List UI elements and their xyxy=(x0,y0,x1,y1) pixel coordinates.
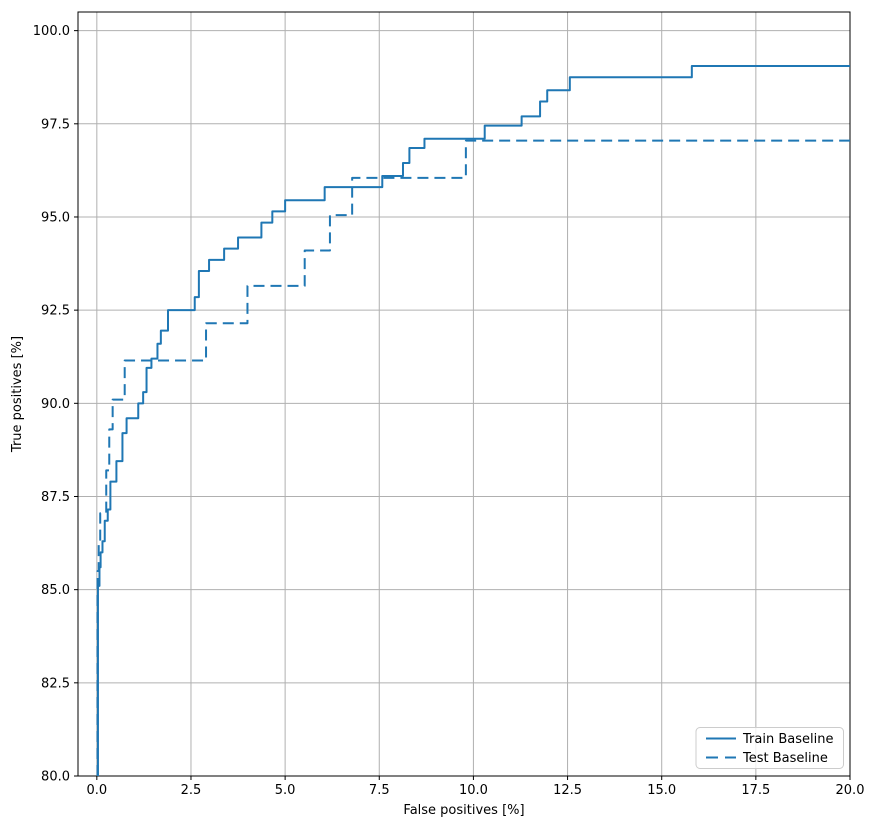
test-baseline-line xyxy=(96,139,850,776)
x-tick-label: 12.5 xyxy=(553,783,582,798)
tick-marks xyxy=(74,30,851,780)
x-tick-label: 5.0 xyxy=(275,783,296,798)
y-tick-label: 100.0 xyxy=(33,24,70,39)
x-tick-labels: 0.0 2.5 5.0 7.5 10.0 12.5 15.0 17.5 20.0 xyxy=(86,783,864,798)
x-tick-label: 2.5 xyxy=(181,783,202,798)
plot-border xyxy=(77,11,851,777)
legend: Train Baseline Test Baseline xyxy=(695,727,844,769)
y-tick-label: 80.0 xyxy=(41,770,70,785)
y-tick-label: 90.0 xyxy=(41,397,70,412)
x-axis-label: False positives [%] xyxy=(403,803,524,818)
y-tick-label: 85.0 xyxy=(41,583,70,598)
legend-label-test: Test Baseline xyxy=(742,751,828,766)
x-tick-label: 10.0 xyxy=(459,783,488,798)
series-group xyxy=(96,65,850,776)
y-tick-label: 82.5 xyxy=(41,676,70,691)
grid xyxy=(78,12,851,777)
y-tick-labels: 80.0 82.5 85.0 87.5 90.0 92.5 95.0 97.5 100.0 xyxy=(33,24,70,784)
y-tick-label: 92.5 xyxy=(41,304,70,319)
y-axis-label: True positives [%] xyxy=(10,336,25,453)
x-tick-label: 20.0 xyxy=(836,783,865,798)
x-tick-label: 15.0 xyxy=(647,783,676,798)
x-tick-label: 0.0 xyxy=(86,783,107,798)
y-tick-label: 95.0 xyxy=(41,210,70,225)
x-tick-label: 7.5 xyxy=(369,783,390,798)
y-tick-label: 97.5 xyxy=(41,117,70,132)
y-tick-label: 87.5 xyxy=(41,490,70,505)
x-tick-label: 17.5 xyxy=(741,783,770,798)
train-baseline-line xyxy=(96,65,850,776)
legend-label-train: Train Baseline xyxy=(742,732,833,747)
